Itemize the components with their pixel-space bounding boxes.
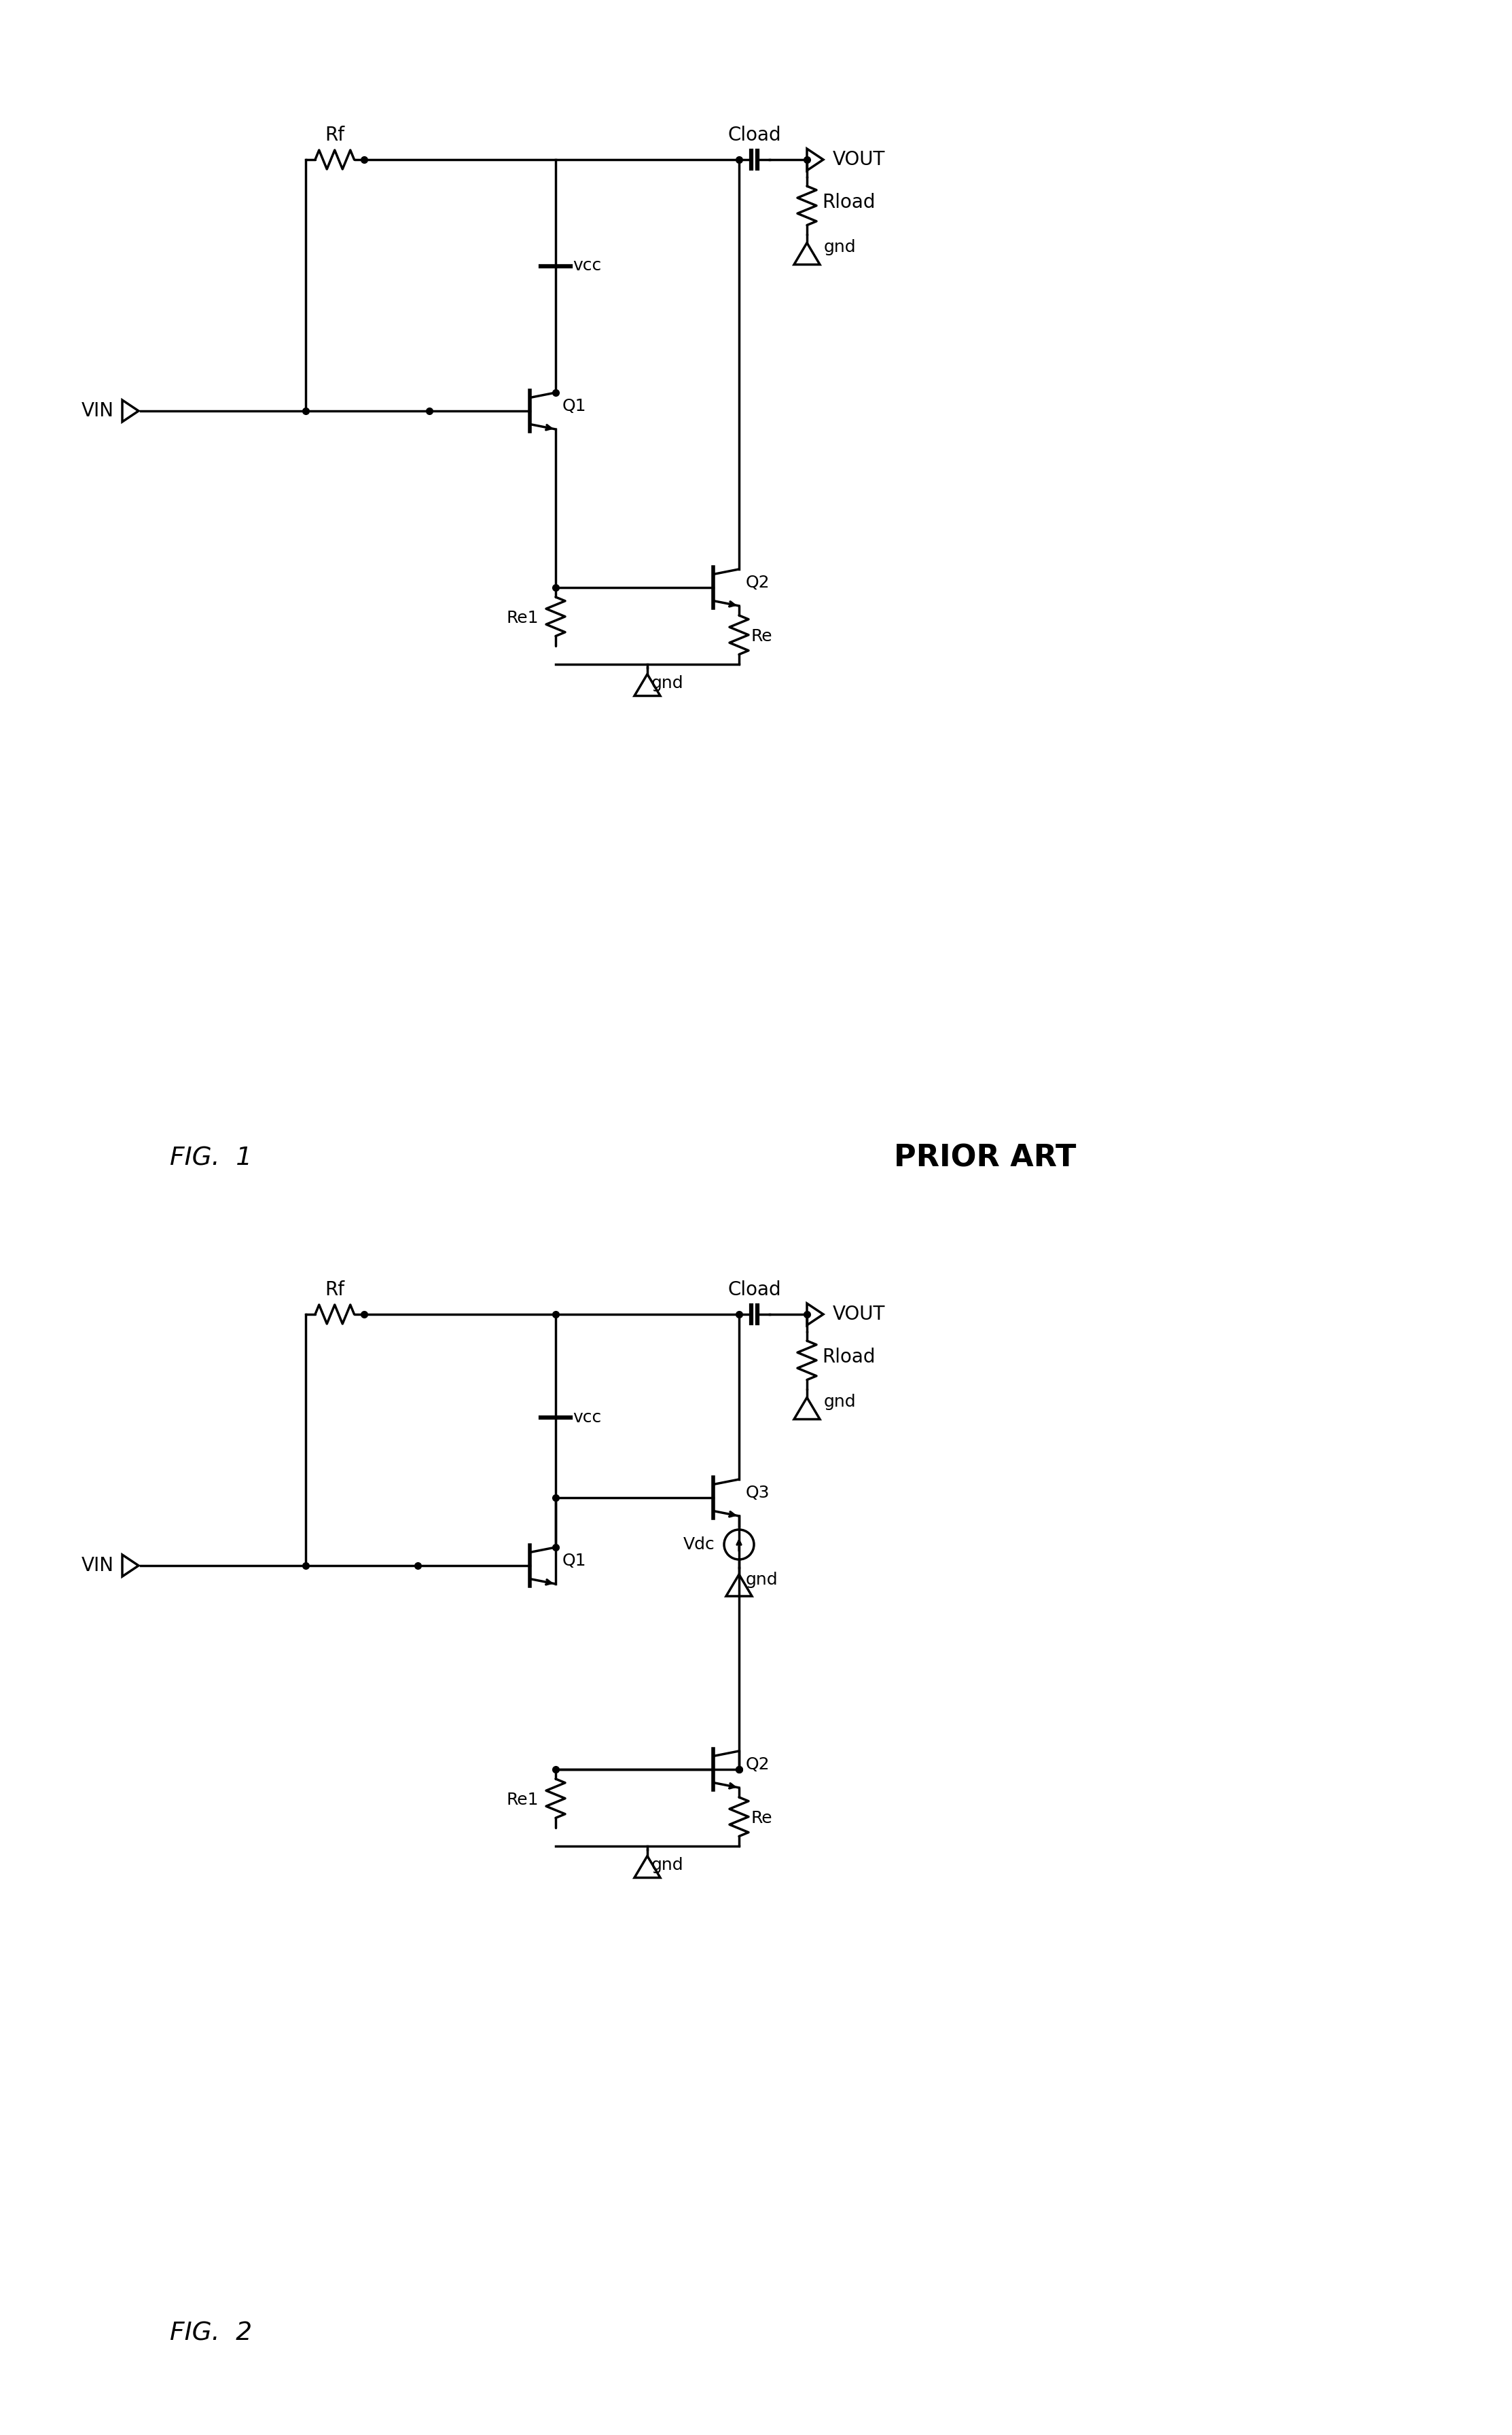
- Text: Re: Re: [751, 1809, 773, 1826]
- Text: gnd: gnd: [824, 239, 856, 256]
- Text: Rf: Rf: [325, 127, 345, 144]
- Text: PRIOR ART: PRIOR ART: [894, 1144, 1077, 1174]
- Text: VOUT: VOUT: [833, 151, 886, 168]
- Text: Rload: Rload: [823, 192, 875, 212]
- Text: FIG.  2: FIG. 2: [169, 2321, 253, 2345]
- Text: Q3: Q3: [745, 1485, 770, 1500]
- Text: Rf: Rf: [325, 1281, 345, 1300]
- Text: Cload: Cload: [727, 1281, 782, 1300]
- Text: Q2: Q2: [745, 575, 770, 592]
- Text: Q2: Q2: [745, 1756, 770, 1773]
- Text: Q1: Q1: [562, 397, 587, 414]
- Text: Q1: Q1: [562, 1554, 587, 1568]
- Text: Vdc: Vdc: [683, 1536, 715, 1554]
- Text: vcc: vcc: [573, 1410, 602, 1424]
- Text: vcc: vcc: [573, 258, 602, 275]
- Text: VIN: VIN: [82, 402, 113, 421]
- Text: gnd: gnd: [745, 1571, 779, 1588]
- Text: gnd: gnd: [652, 1855, 683, 1873]
- Text: gnd: gnd: [652, 674, 683, 692]
- Text: gnd: gnd: [824, 1393, 856, 1410]
- Text: Cload: Cload: [727, 127, 782, 144]
- Text: VIN: VIN: [82, 1556, 113, 1575]
- Text: Re: Re: [751, 628, 773, 645]
- Text: VOUT: VOUT: [833, 1305, 886, 1325]
- Text: Rload: Rload: [823, 1347, 875, 1366]
- Text: FIG.  1: FIG. 1: [169, 1147, 253, 1171]
- Text: Re1: Re1: [507, 1792, 538, 1809]
- Text: Re1: Re1: [507, 609, 538, 626]
